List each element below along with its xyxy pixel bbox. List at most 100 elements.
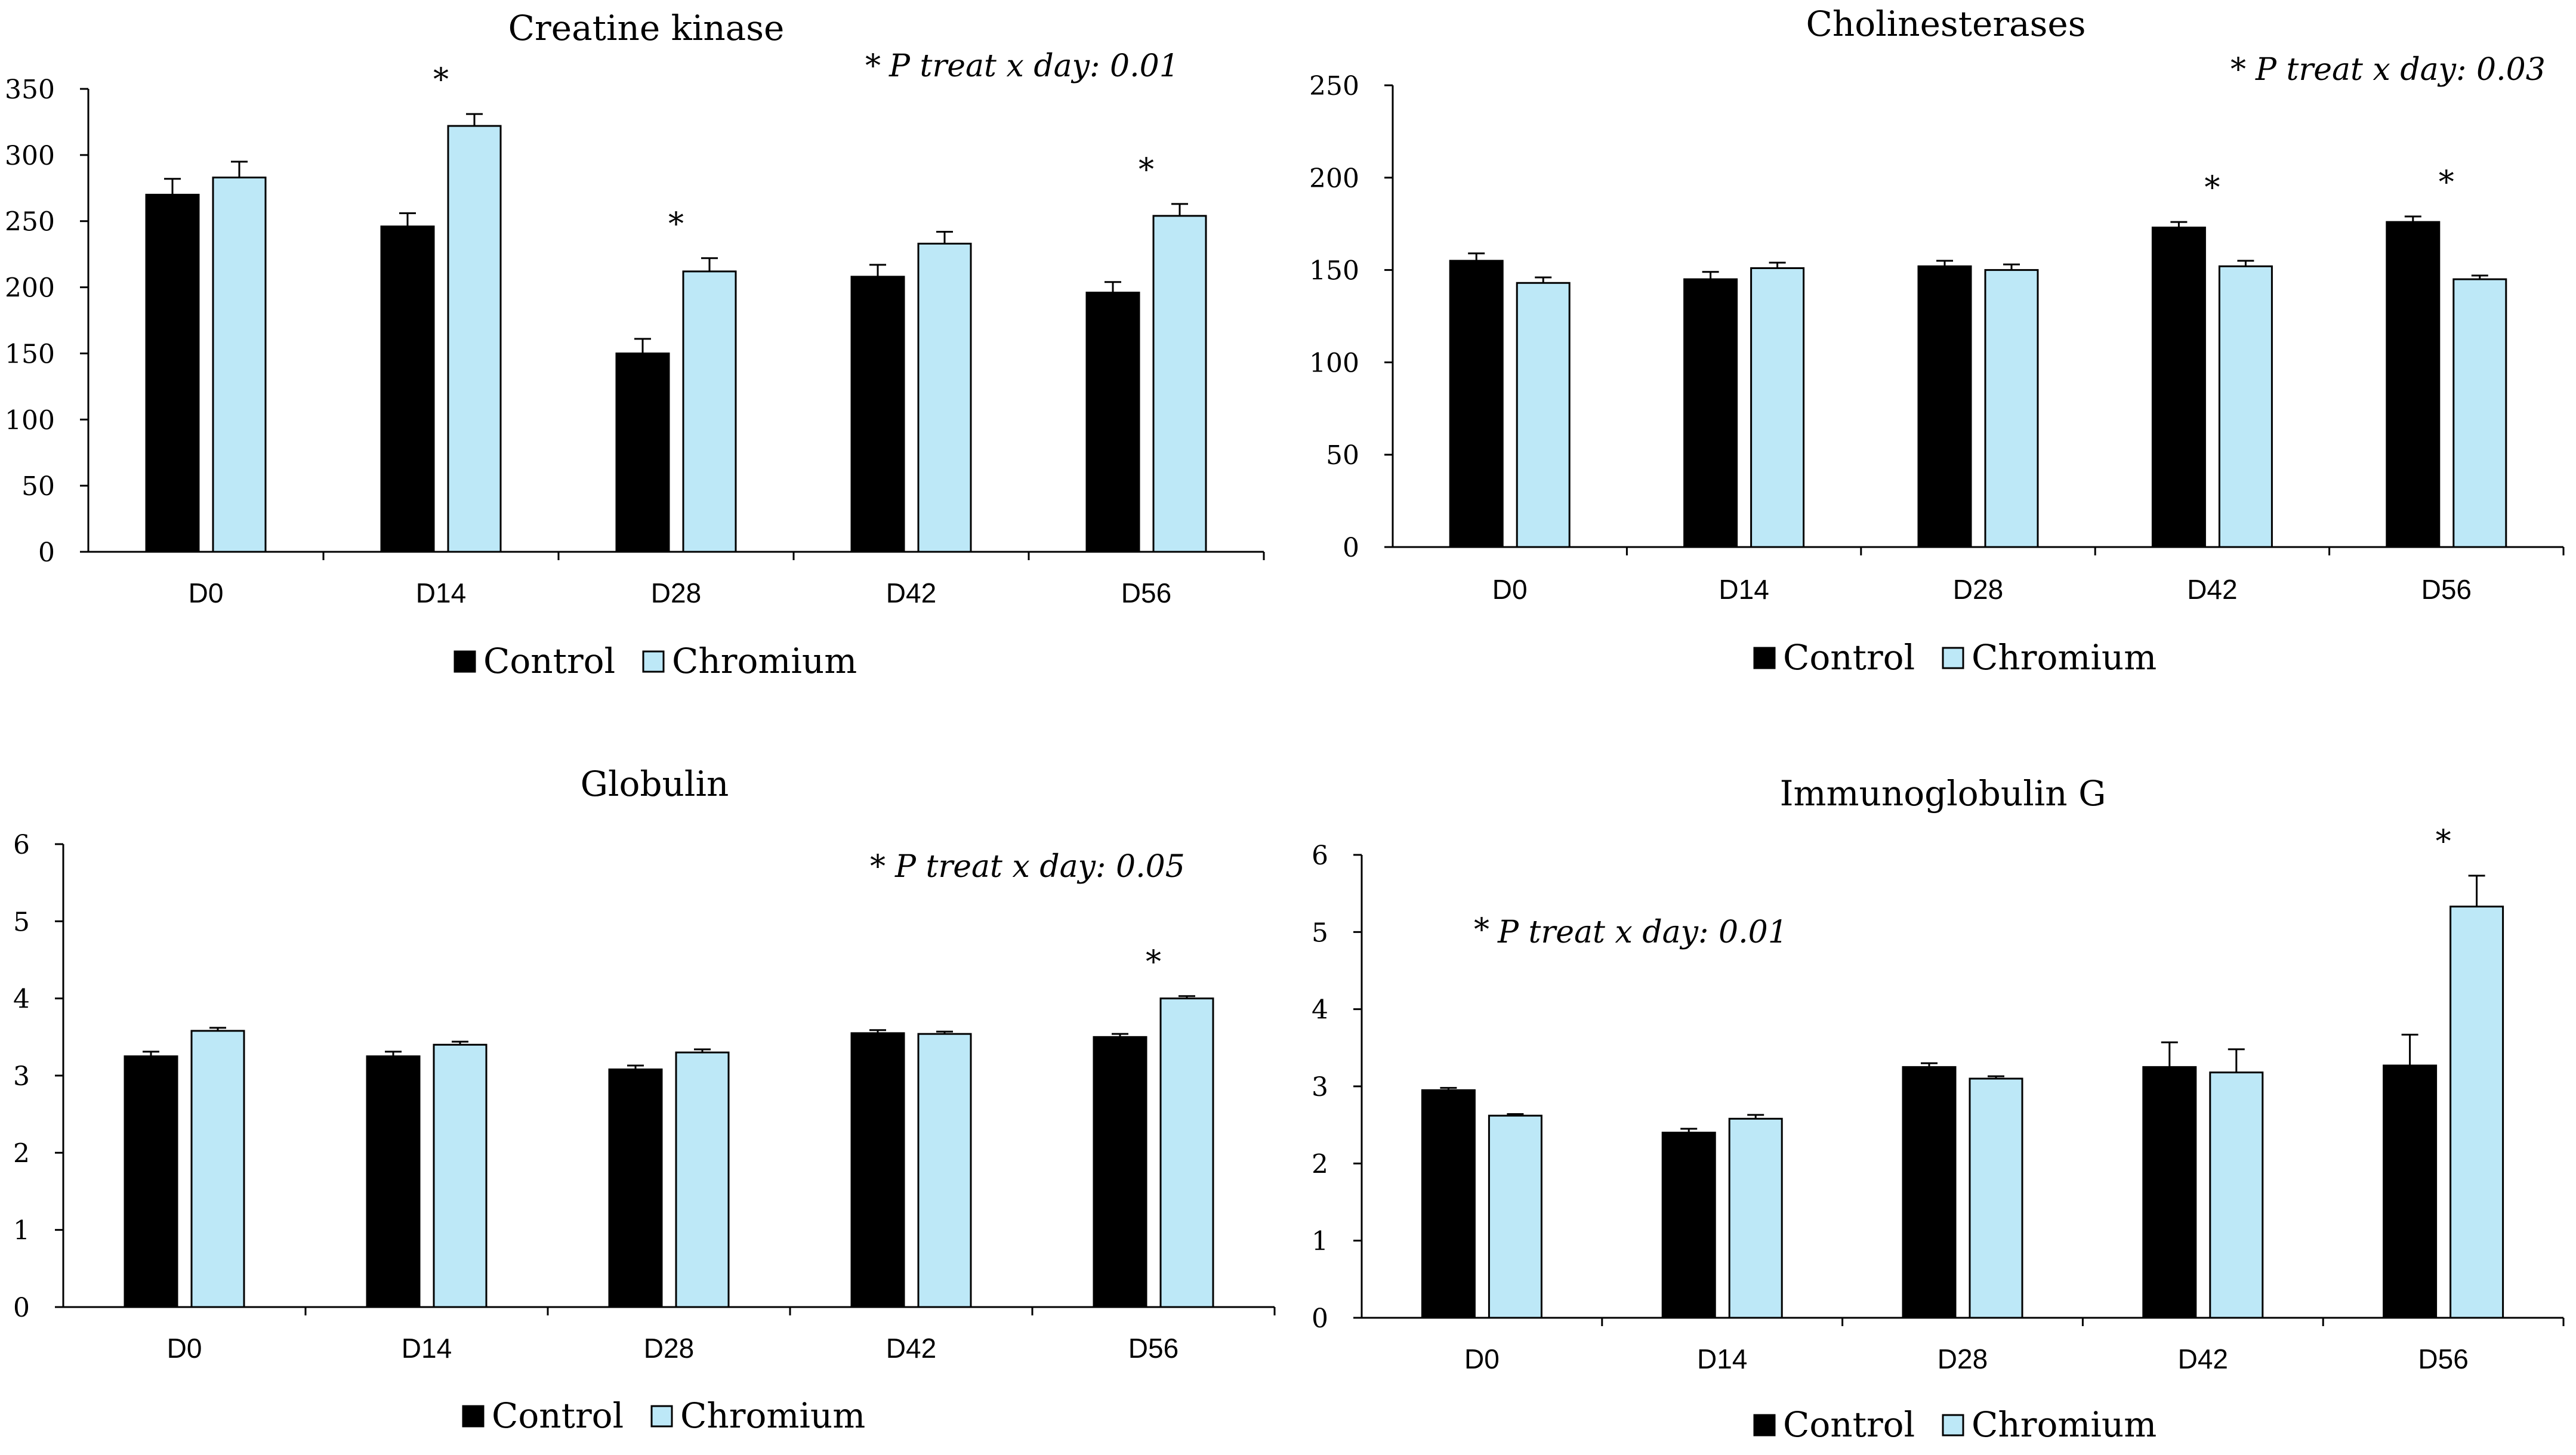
y-tick-label: 3 (1312, 1072, 1328, 1102)
y-tick-label: 1 (13, 1216, 30, 1246)
chart-immunoglobulin-g: Immunoglobulin G * P treat x day: 0.01 0… (1312, 773, 2565, 1445)
legend: Control Chromium (462, 1395, 865, 1436)
bar-chromium-d0 (1488, 1114, 1542, 1319)
bar-chromium-d14 (433, 1043, 488, 1308)
significance-star: * (1139, 152, 1154, 188)
legend: Control Chromium (454, 641, 857, 681)
p-value-annotation: P treat x day: 0.01 (1497, 915, 1788, 950)
y-tick-label: 350 (5, 75, 55, 105)
p-value-star: * (2231, 52, 2246, 88)
y-tick-label: 0 (38, 537, 55, 568)
x-tick-label: D14 (1697, 1343, 1747, 1374)
bar-control-d0 (145, 193, 200, 553)
y-tick-label: 2 (13, 1138, 30, 1169)
legend: Control Chromium (1753, 637, 2157, 678)
y-tick-label: 100 (5, 405, 55, 435)
x-tick-label: D28 (651, 577, 701, 608)
legend-label-control: Control (483, 641, 615, 681)
bar-control-d14 (1661, 1132, 1716, 1319)
bar-control-d42 (2151, 226, 2206, 548)
y-tick-label: 2 (1312, 1149, 1328, 1179)
y-tick-label: 5 (13, 907, 30, 937)
legend-label-chromium: Chromium (1972, 1404, 2157, 1445)
bar-chromium-d56 (2449, 906, 2504, 1319)
y-tick-label: 200 (5, 273, 55, 304)
bar-control-d0 (124, 1055, 178, 1308)
legend-swatch-control (1753, 1414, 1776, 1437)
chart-creatine-kinase: Creatine kinase * P treat x day: 0.01 0 5… (5, 8, 1265, 681)
x-tick-label: D56 (1128, 1333, 1179, 1364)
x-tick-label: D14 (416, 577, 466, 608)
y-tick-label: 50 (21, 471, 55, 502)
legend-label-control: Control (492, 1395, 624, 1436)
p-value-star: * (1474, 912, 1489, 948)
y-tick-label: 0 (13, 1293, 30, 1323)
p-value-annotation: P treat x day: 0.03 (2255, 52, 2546, 88)
chart-globulin: Globulin * P treat x day: 0.05 0 1 2 3 4 5 6 D0… (13, 764, 1276, 1436)
legend-label-chromium: Chromium (680, 1395, 865, 1436)
x-tick-label: D42 (2178, 1343, 2228, 1374)
significance-star: * (1146, 944, 1161, 980)
y-tick-label: 150 (5, 339, 55, 369)
bar-control-d28 (1902, 1066, 1957, 1319)
y-tick-label: 6 (1312, 841, 1328, 871)
y-tick-label: 3 (13, 1061, 30, 1092)
y-tick-label: 4 (1312, 995, 1328, 1025)
y-tick-label: 300 (5, 141, 55, 171)
x-tick-label: D0 (189, 577, 224, 608)
bar-chromium-d56 (1159, 997, 1214, 1308)
bar-control-d14 (380, 225, 435, 553)
chart-title: Cholinesterases (1806, 4, 2086, 44)
bar-control-d14 (1683, 278, 1738, 548)
plot-area: 0 1 2 3 4 5 6 D0 D14 D28 D42 D56 * (1312, 824, 2565, 1374)
bar-chromium-d0 (212, 177, 267, 553)
x-tick-label: D42 (886, 1333, 936, 1364)
bar-control-d42 (850, 1032, 905, 1308)
y-tick-label: 250 (1309, 71, 1359, 101)
bar-control-d56 (2386, 221, 2441, 548)
bar-chromium-d42 (917, 1033, 972, 1308)
bar-control-d56 (1093, 1036, 1147, 1308)
plot-area: 0 50 100 150 200 250 D0 D14 D28 D42 * D56 * (1309, 71, 2565, 605)
bar-control-d28 (615, 352, 670, 553)
bar-chromium-d28 (1984, 269, 2039, 548)
bar-control-d42 (2142, 1066, 2197, 1319)
bar-chromium-d56 (2452, 278, 2507, 548)
legend-label-chromium: Chromium (1972, 637, 2157, 678)
bar-chromium-d28 (1969, 1077, 2023, 1319)
chart-title: Immunoglobulin G (1780, 773, 2106, 814)
legend-swatch-chromium (642, 650, 665, 673)
plot-area: 0 1 2 3 4 5 6 D0 D14 D28 D42 D56 * (13, 830, 1276, 1364)
chart-title: Globulin (581, 764, 729, 804)
x-tick-label: D0 (1464, 1343, 1500, 1374)
significance-star: * (668, 206, 684, 242)
bar-chromium-d28 (682, 270, 737, 553)
y-tick-label: 50 (1326, 440, 1359, 471)
legend-label-control: Control (1783, 637, 1915, 678)
x-tick-label: D14 (402, 1333, 452, 1364)
bar-control-d0 (1449, 260, 1504, 548)
legend-swatch-control (1753, 647, 1776, 669)
legend-label-control: Control (1783, 1404, 1915, 1445)
y-tick-label: 1 (1312, 1227, 1328, 1257)
bar-chromium-d42 (2209, 1071, 2264, 1319)
x-tick-label: D56 (2418, 1343, 2468, 1374)
x-tick-label: D0 (167, 1333, 202, 1364)
x-tick-label: D14 (1719, 574, 1769, 605)
y-tick-label: 4 (13, 984, 30, 1015)
significance-star: * (433, 62, 449, 98)
bar-chromium-d28 (675, 1051, 730, 1308)
y-tick-label: 250 (5, 207, 55, 237)
x-tick-label: D28 (644, 1333, 694, 1364)
y-tick-label: 5 (1312, 918, 1328, 948)
x-tick-label: D42 (886, 577, 936, 608)
y-tick-label: 0 (1312, 1303, 1328, 1334)
y-tick-label: 6 (13, 830, 30, 860)
bar-chromium-d42 (2218, 265, 2273, 548)
legend-swatch-chromium (650, 1405, 673, 1428)
y-tick-label: 200 (1309, 163, 1359, 194)
p-value-annotation: P treat x day: 0.01 (889, 48, 1179, 84)
x-tick-label: D56 (1121, 577, 1171, 608)
x-tick-label: D56 (2421, 574, 2472, 605)
legend-swatch-control (462, 1405, 485, 1428)
